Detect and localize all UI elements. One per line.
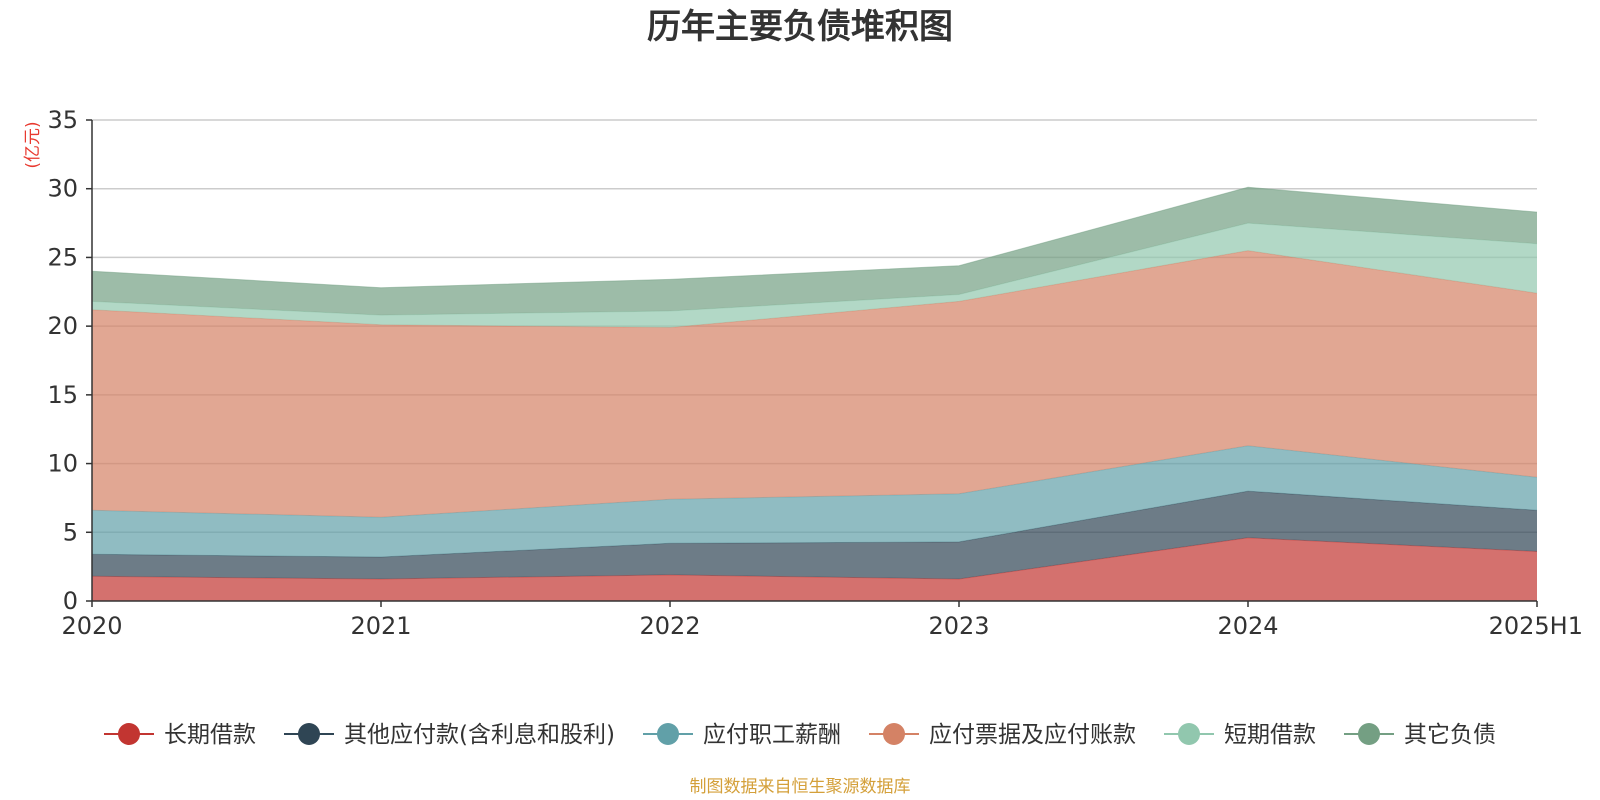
legend[interactable]: 长期借款 其他应付款(含利息和股利) 应付职工薪酬 应付票据及应付账款 短期借款 其它负债 — [104, 722, 1496, 748]
legend-label: 长期借款 — [164, 722, 256, 748]
y-tick-label: 30 — [47, 175, 78, 203]
legend-circle-icon — [1178, 723, 1200, 745]
x-tick-label: 2022 — [639, 612, 700, 640]
legend-circle-icon — [1358, 723, 1380, 745]
y-tick-label: 25 — [47, 243, 78, 271]
chart-title: 历年主要负债堆积图 — [647, 7, 953, 47]
legend-item-4[interactable]: 短期借款 — [1164, 722, 1316, 748]
legend-item-1[interactable]: 其他应付款(含利息和股利) — [284, 722, 615, 748]
legend-circle-icon — [118, 723, 140, 745]
legend-label: 其它负债 — [1404, 722, 1496, 748]
x-tick-label: 2020 — [61, 612, 122, 640]
x-tick-label: 2021 — [350, 612, 411, 640]
y-tick-label: 0 — [63, 587, 78, 615]
y-tick-label: 5 — [63, 518, 78, 546]
area-series-1[interactable] — [92, 491, 1537, 579]
data-source-note: 制图数据来自恒生聚源数据库 — [690, 777, 911, 797]
legend-circle-icon — [298, 723, 320, 745]
area-series-2[interactable] — [92, 445, 1537, 557]
area-layer — [91, 186, 1538, 601]
legend-label: 应付票据及应付账款 — [929, 722, 1136, 748]
y-tick-label: 20 — [47, 312, 78, 340]
legend-label: 应付职工薪酬 — [703, 722, 841, 748]
y-tick-label: 10 — [47, 450, 78, 478]
legend-label: 其他应付款(含利息和股利) — [344, 722, 615, 748]
axis-layer: 0 5 10 15 20 25 30 35 2020 2021 2022 2023 2024 2025H1 — [47, 106, 1583, 640]
x-tick-label: 2023 — [928, 612, 989, 640]
y-axis-unit-label: (亿元) — [23, 121, 43, 168]
y-tick-label: 35 — [47, 106, 78, 134]
legend-item-5[interactable]: 其它负债 — [1344, 722, 1496, 748]
legend-item-2[interactable]: 应付职工薪酬 — [643, 722, 841, 748]
area-series-edge-5 — [91, 186, 1538, 289]
area-series-3[interactable] — [92, 250, 1537, 518]
legend-item-3[interactable]: 应付票据及应付账款 — [869, 722, 1136, 748]
area-series-4[interactable] — [92, 223, 1537, 328]
x-tick-label: 2024 — [1217, 612, 1278, 640]
area-series-5[interactable] — [92, 187, 1537, 316]
legend-circle-icon — [657, 723, 679, 745]
legend-label: 短期借款 — [1224, 722, 1316, 748]
legend-circle-icon — [883, 723, 905, 745]
area-series-0[interactable] — [92, 537, 1537, 601]
legend-item-0[interactable]: 长期借款 — [104, 722, 256, 748]
x-tick-label: 2025H1 — [1489, 612, 1583, 640]
y-tick-label: 15 — [47, 381, 78, 409]
